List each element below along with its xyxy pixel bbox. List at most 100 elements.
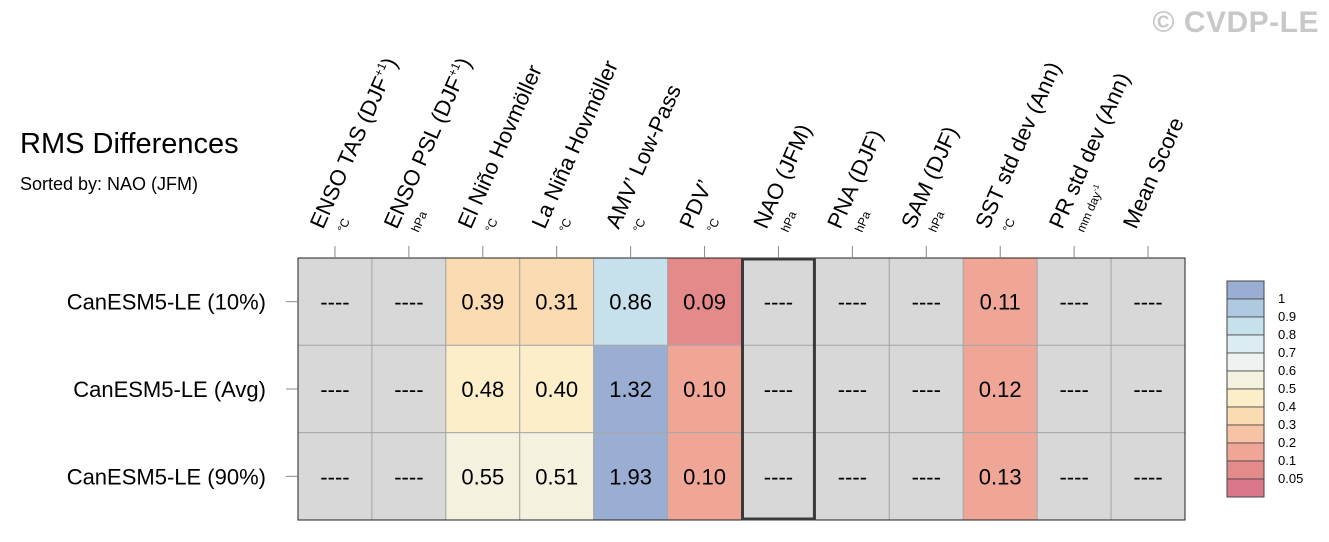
cell-value: ---- [1059, 377, 1088, 402]
colorbar-swatch [1226, 478, 1265, 498]
column-label: NAO (JFM)hPa [748, 120, 816, 234]
cell-value: 0.13 [979, 464, 1022, 489]
cell-value: ---- [394, 290, 423, 315]
colorbar-tick-label: 0.4 [1278, 399, 1296, 414]
svg-text:PNA (DJF): PNA (DJF) [822, 126, 888, 232]
column-unit: °C [335, 216, 353, 234]
cell-value: 0.51 [535, 464, 578, 489]
cell-value: ---- [320, 377, 349, 402]
colorbar-swatch [1226, 460, 1265, 480]
column-unit: hPa [852, 209, 874, 234]
heatmap-cell [593, 432, 669, 521]
cell-value: ---- [912, 464, 941, 489]
cell-value: 0.40 [535, 377, 578, 402]
watermark: © CVDP-LE [1152, 6, 1319, 39]
svg-text:NAO (JFM): NAO (JFM) [748, 120, 816, 232]
heatmap-cell [888, 432, 964, 521]
heatmap-cell [667, 344, 742, 434]
colorbar-tick-label: 0.1 [1278, 453, 1296, 468]
heatmap-cell [814, 344, 890, 434]
cell-value: ---- [912, 290, 941, 315]
row-label: CanESM5-LE (10%) [67, 290, 266, 315]
cell-value: ---- [320, 464, 349, 489]
colorbar-tick-label: 0.6 [1278, 363, 1296, 378]
colorbar-tick-label: 0.7 [1278, 345, 1296, 360]
column-unit: hPa [926, 209, 948, 234]
heatmap-cell [1036, 432, 1112, 521]
column-unit: °C [704, 216, 722, 234]
heatmap-cell [297, 257, 373, 346]
cell-value: 0.86 [609, 290, 652, 315]
cell-value: ---- [838, 290, 867, 315]
colorbar-tick-label: 0.8 [1278, 327, 1296, 342]
heatmap-cell [1110, 432, 1186, 521]
cell-value: ---- [1059, 290, 1088, 315]
cell-value: ---- [912, 377, 941, 402]
cell-value: 0.55 [461, 464, 504, 489]
column-unit: hPa [778, 209, 800, 234]
row-label: CanESM5-LE (90%) [67, 464, 266, 489]
cell-value: ---- [764, 377, 793, 402]
cell-value: 0.31 [535, 290, 578, 315]
cell-value: ---- [1133, 290, 1162, 315]
chart-subtitle: Sorted by: NAO (JFM) [20, 174, 199, 194]
column-label: PNA (DJF)hPa [822, 126, 888, 234]
column-unit: °C [556, 216, 574, 234]
highlight-column-border [741, 257, 816, 521]
heatmap-cell [667, 432, 742, 521]
cell-value: 1.32 [609, 377, 652, 402]
column-label: SAM (DJF)hPa [896, 123, 963, 235]
colorbar-swatch [1226, 424, 1265, 444]
column-unit: °C [482, 216, 500, 234]
colorbar-swatch [1226, 334, 1265, 354]
heatmap-cell [371, 432, 447, 521]
heatmap-cell [1036, 344, 1112, 434]
colorbar-swatch [1226, 280, 1265, 300]
cell-value: ---- [764, 290, 793, 315]
column-unit: °C [1000, 216, 1018, 234]
chart-title: RMS Differences [20, 128, 239, 160]
cell-value: 1.93 [609, 464, 652, 489]
svg-text:SAM (DJF): SAM (DJF) [896, 123, 963, 233]
column-unit: °C [630, 216, 648, 234]
svg-text:Mean Score: Mean Score [1118, 113, 1189, 232]
colorbar-swatch [1226, 406, 1265, 426]
cell-value: ---- [838, 377, 867, 402]
cell-value: 0.39 [461, 290, 504, 315]
cell-value: 0.11 [980, 290, 1021, 315]
cell-value: 0.48 [461, 377, 504, 402]
row-label: CanESM5-LE (Avg) [73, 377, 266, 402]
heatmap-cell [1110, 257, 1186, 346]
column-label: Mean Score [1118, 113, 1189, 232]
heatmap-cell [371, 344, 447, 434]
heatmap-cell [962, 257, 1038, 346]
heatmap-cell [593, 344, 669, 434]
colorbar-swatch [1226, 352, 1265, 372]
cell-value: ---- [764, 464, 793, 489]
colorbar-swatch [1226, 370, 1265, 390]
column-label: PDV’°C [674, 176, 722, 234]
cell-value: ---- [1059, 464, 1088, 489]
heatmap-cell [741, 257, 816, 346]
cell-value: ---- [1133, 377, 1162, 402]
colorbar-swatch [1226, 388, 1265, 408]
colorbar-tick-label: 0.05 [1278, 471, 1303, 486]
column-unit: hPa [408, 209, 430, 234]
cell-value: 0.12 [979, 377, 1022, 402]
colorbar-tick-label: 0.3 [1278, 417, 1296, 432]
cell-value: ---- [1133, 464, 1162, 489]
colorbar-tick-label: 0.5 [1278, 381, 1296, 396]
heatmap-cell [1036, 257, 1112, 346]
colorbar-swatch [1226, 442, 1265, 462]
cell-value: ---- [838, 464, 867, 489]
colorbar-frame [1226, 280, 1265, 498]
cell-value: ---- [394, 377, 423, 402]
cell-value: 0.09 [683, 290, 726, 315]
cell-value: ---- [320, 290, 349, 315]
cell-value: 0.10 [683, 377, 726, 402]
heatmap-cell [445, 432, 521, 521]
cell-value: 0.10 [683, 464, 726, 489]
heatmap-cell [1110, 344, 1186, 434]
cell-value: ---- [394, 464, 423, 489]
